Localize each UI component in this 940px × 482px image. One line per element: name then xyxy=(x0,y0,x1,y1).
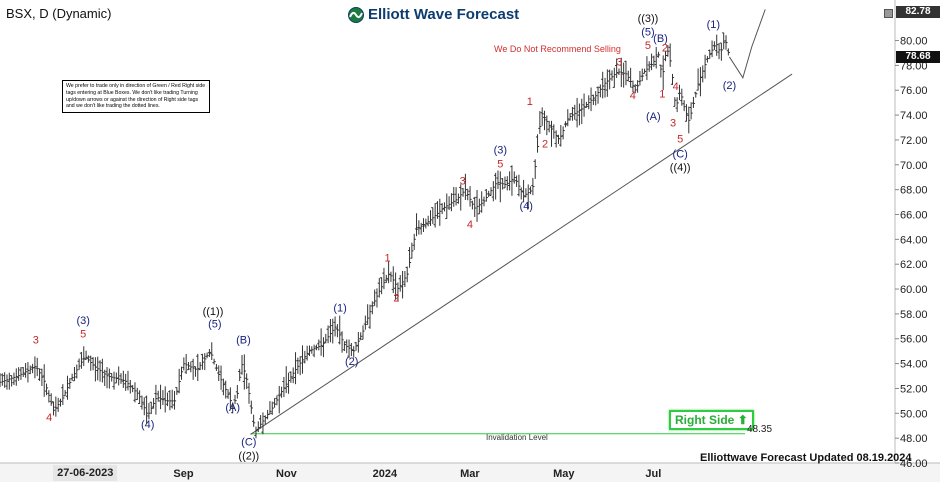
wave-label: (2) xyxy=(345,356,358,368)
wave-label: 3 xyxy=(616,56,622,68)
wave-label: (3) xyxy=(77,315,90,327)
wave-label: 4 xyxy=(467,219,473,231)
y-tick-label: 46.00 xyxy=(900,458,928,470)
wave-label: (4) xyxy=(141,419,154,431)
wave-label: (A) xyxy=(646,111,661,123)
chart-settings-icon[interactable] xyxy=(884,9,893,18)
projection-path xyxy=(729,9,766,80)
x-tick-label: Sep xyxy=(173,468,193,480)
y-tick-label: 62.00 xyxy=(900,259,928,271)
top-price-badge: 82.78 xyxy=(896,6,940,18)
trend-line xyxy=(250,73,793,435)
y-tick-label: 54.00 xyxy=(900,359,928,371)
y-tick-label: 50.00 xyxy=(900,408,928,420)
right-side-label: Right Side xyxy=(675,413,735,427)
current-price-badge: 78.68 xyxy=(896,51,940,63)
wave-label: 2 xyxy=(542,138,548,150)
wave-label: (A) xyxy=(225,402,240,414)
brand-logo: Elliott Wave Forecast xyxy=(348,6,519,23)
x-axis-strip xyxy=(0,463,940,482)
wave-label: 1 xyxy=(659,89,665,101)
y-tick-label: 80.00 xyxy=(900,36,928,48)
y-tick-label: 72.00 xyxy=(900,135,928,147)
y-tick-label: 68.00 xyxy=(900,185,928,197)
wave-label: 2 xyxy=(393,292,399,304)
wave-label: (1) xyxy=(333,302,346,314)
chart-ticker: BSX, D (Dynamic) xyxy=(6,6,112,21)
x-tick-label: Jul xyxy=(645,468,661,480)
invalidation-value: 48.35 xyxy=(747,424,773,435)
y-tick-label: 58.00 xyxy=(900,309,928,321)
invalidation-label: Invalidation Level xyxy=(486,433,548,442)
x-tick-label: 2024 xyxy=(373,468,398,480)
wave-label: 3 xyxy=(670,117,676,129)
wave-label: 4 xyxy=(630,90,636,102)
x-tick-label: Mar xyxy=(460,468,480,480)
y-tick-label: 78.00 xyxy=(900,60,928,72)
wave-label: ((1)) xyxy=(203,306,224,318)
y-tick-label: 66.00 xyxy=(900,209,928,221)
right-side-tag: Right Side ⬆ xyxy=(669,410,754,430)
wave-label: 2 xyxy=(662,43,668,55)
wave-label: 3 xyxy=(33,335,39,347)
y-tick-label: 70.00 xyxy=(900,160,928,172)
update-footer: Elliottwave Forecast Updated 08.19.2024 xyxy=(700,452,912,464)
wave-label: 3 xyxy=(460,176,466,188)
y-tick-label: 74.00 xyxy=(900,110,928,122)
selling-warning: We Do Not Recommend Selling xyxy=(494,44,621,54)
wave-label: 5 xyxy=(645,40,651,52)
wave-label: 1 xyxy=(527,96,533,108)
y-tick-label: 48.00 xyxy=(900,433,928,445)
x-tick-label: 27-06-2023 xyxy=(53,465,118,481)
x-tick-label: May xyxy=(553,468,575,480)
wave-label: (C) xyxy=(241,437,256,449)
wave-label: (C) xyxy=(673,148,688,160)
y-tick-label: 64.00 xyxy=(900,234,928,246)
trading-notice: We prefer to trade only in direction of … xyxy=(62,80,210,113)
x-tick-label: Nov xyxy=(276,468,298,480)
wave-label: ((4)) xyxy=(670,162,691,174)
wave-label: (5) xyxy=(208,319,221,331)
wave-label: ((3)) xyxy=(638,13,659,25)
wave-label: (1) xyxy=(707,19,720,31)
y-tick-label: 76.00 xyxy=(900,85,928,97)
wave-label: (B) xyxy=(653,33,668,45)
wave-label: (B) xyxy=(236,335,251,347)
wave-label: (4) xyxy=(520,201,533,213)
wave-label: 4 xyxy=(673,81,679,93)
wave-label: 1 xyxy=(384,253,390,265)
wave-logo-icon xyxy=(348,6,364,23)
wave-label: 5 xyxy=(497,158,503,170)
wave-label: (3) xyxy=(494,145,507,157)
wave-label: (5) xyxy=(641,27,654,39)
y-tick-label: 60.00 xyxy=(900,284,928,296)
wave-label: ((2)) xyxy=(238,450,259,462)
y-tick-label: 56.00 xyxy=(900,334,928,346)
up-arrow-icon: ⬆ xyxy=(737,413,748,427)
y-tick-label: 52.00 xyxy=(900,383,928,395)
wave-label: (2) xyxy=(723,80,736,92)
wave-label: 4 xyxy=(46,412,52,424)
wave-label: 5 xyxy=(677,133,683,145)
wave-label: 5 xyxy=(80,329,86,341)
brand-name: Elliott Wave Forecast xyxy=(368,6,520,23)
